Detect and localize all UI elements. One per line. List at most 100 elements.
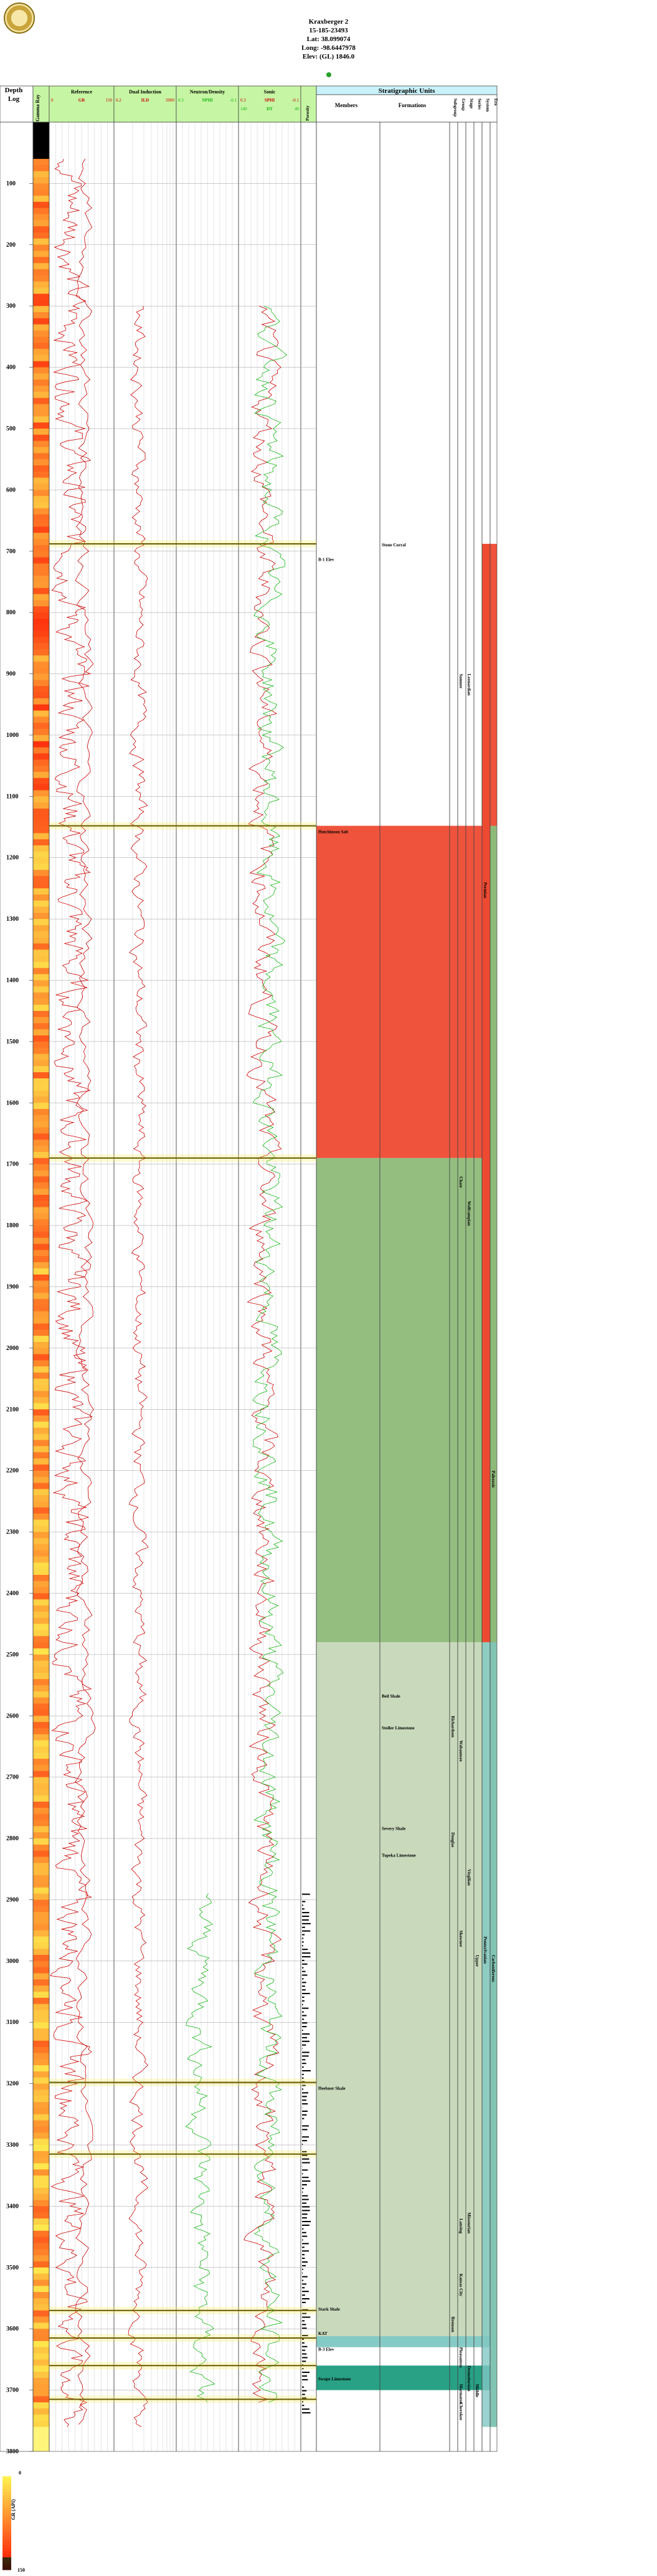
porosity-bar (302, 2279, 304, 2281)
gr-color-cell (33, 1311, 49, 1318)
gr-color-cell (33, 122, 49, 129)
strat-label-20: Desmoinesian (466, 2365, 471, 2391)
subgroup-label: Subgroup (453, 98, 458, 117)
legend-color-cell (2, 2539, 11, 2542)
porosity-bar (302, 2077, 304, 2079)
gr-color-cell (33, 324, 49, 331)
porosity-bar (302, 2243, 309, 2245)
gr-color-cell (33, 2034, 49, 2041)
gr-color-cell (33, 2353, 49, 2360)
legend-label: GR (API) (11, 2499, 16, 2520)
gr-color-cell (33, 2187, 49, 2195)
gr-color-cell (33, 734, 49, 742)
gr-color-cell (33, 1452, 49, 1459)
gr-color-cell (33, 343, 49, 349)
depth-tick-label: 3500 (6, 2265, 19, 2271)
porosity-bar (302, 2272, 303, 2274)
gr-color-cell (33, 189, 49, 196)
legend-color-cell (2, 2526, 11, 2530)
gr-color-cell (33, 600, 49, 607)
gr-color-cell (33, 1329, 49, 1336)
formation-label-0: Stone Corral (382, 543, 406, 548)
gr-color-cell (33, 2261, 49, 2268)
gr-color-cell (33, 1090, 49, 1097)
gr-color-cell (33, 1587, 49, 1594)
strat-label-10: Douglas (450, 1832, 455, 1847)
gr-color-cell (33, 391, 49, 399)
gr-color-cell (33, 1538, 49, 1545)
strat-label-16: Kansas City (458, 2274, 463, 2297)
gr-color-cell (33, 1961, 49, 1968)
ild-scale-name: ILD (141, 98, 149, 103)
gr-color-cell (33, 716, 49, 723)
gr-color-cell (33, 1967, 49, 1974)
gr-color-cell (33, 1660, 49, 1668)
porosity-bar (302, 1934, 305, 1936)
legend-color-cell (2, 2554, 11, 2558)
kgs-logo (4, 2, 35, 34)
gr-color-cell (33, 557, 49, 564)
gr-color-cell (33, 281, 49, 288)
legend-color-cell (2, 2492, 11, 2496)
gr-color-cell (33, 2114, 49, 2121)
porosity-bar (302, 2254, 305, 2256)
gr-color-cell (33, 1703, 49, 1710)
strat-label-17: Bronson (450, 2317, 455, 2332)
strat-label-19: Marmaton (458, 2384, 463, 2404)
depth-tick-label: 1000 (6, 732, 19, 739)
depth-tick-label: 100 (6, 180, 16, 187)
gr-color-cell (33, 1004, 49, 1012)
gr-color-cell (33, 1010, 49, 1018)
porosity-bar (302, 2393, 305, 2395)
porosity-bar (302, 1912, 310, 1914)
gr-color-cell (33, 514, 49, 521)
gr-color-cell (33, 851, 49, 858)
strat-unit-3 (316, 1642, 497, 2337)
porosity-bar (302, 1967, 304, 1969)
legend-color-cell (2, 2501, 11, 2505)
gr-color-cell (33, 1685, 49, 1692)
gr-color-cell (33, 882, 49, 889)
gr-color-cell (33, 312, 49, 319)
gr-color-cell (33, 2224, 49, 2231)
legend-color-cell (2, 2523, 11, 2527)
gr-color-cell (33, 1666, 49, 1673)
porosity-bar (302, 2360, 306, 2362)
gr-color-cell (33, 741, 49, 748)
porosity-bar (302, 2125, 309, 2127)
gr-color-cell (33, 692, 49, 699)
gr-color-cell (33, 1366, 49, 1373)
gr-color-cell (33, 949, 49, 956)
gr-color-cell (33, 1942, 49, 1949)
gr-color-cell (33, 2255, 49, 2262)
gr-color-cell (33, 1053, 49, 1060)
legend-color-cell (2, 2504, 11, 2508)
strat-label-4: Wolfcampian (466, 1201, 471, 1226)
porosity-bar (302, 2070, 311, 2071)
gr-color-cell (33, 2071, 49, 2078)
porosity-bar (302, 2213, 308, 2215)
porosity-bar (302, 2298, 310, 2300)
porosity-bar (302, 2030, 303, 2032)
strat-label-3: Chase (458, 1176, 463, 1187)
gr-color-cell (33, 1372, 49, 1379)
gr-color-cell (33, 698, 49, 705)
legend-color-cell (2, 2542, 11, 2545)
well-name: Kraxberger 2 (308, 18, 349, 26)
gr-color-cell (33, 2065, 49, 2072)
gr-color-cell (33, 2059, 49, 2066)
strat-unit-1 (316, 825, 497, 1158)
gr-color-cell (33, 386, 49, 392)
porosity-bar (302, 2312, 307, 2314)
gr-color-cell (33, 2169, 49, 2176)
depth-tick-label: 2300 (6, 1529, 19, 1536)
gr-color-cell (33, 367, 49, 374)
legend-color-cell (2, 2548, 11, 2552)
depth-tick-label: 800 (6, 609, 16, 616)
gr-color-cell (33, 250, 49, 257)
gr-color-cell (33, 1415, 49, 1422)
gr-color-cell (33, 1562, 49, 1569)
gr-color-cell (33, 2046, 49, 2053)
gr-color-cell (33, 1354, 49, 1361)
gr-color-cell (33, 477, 49, 485)
